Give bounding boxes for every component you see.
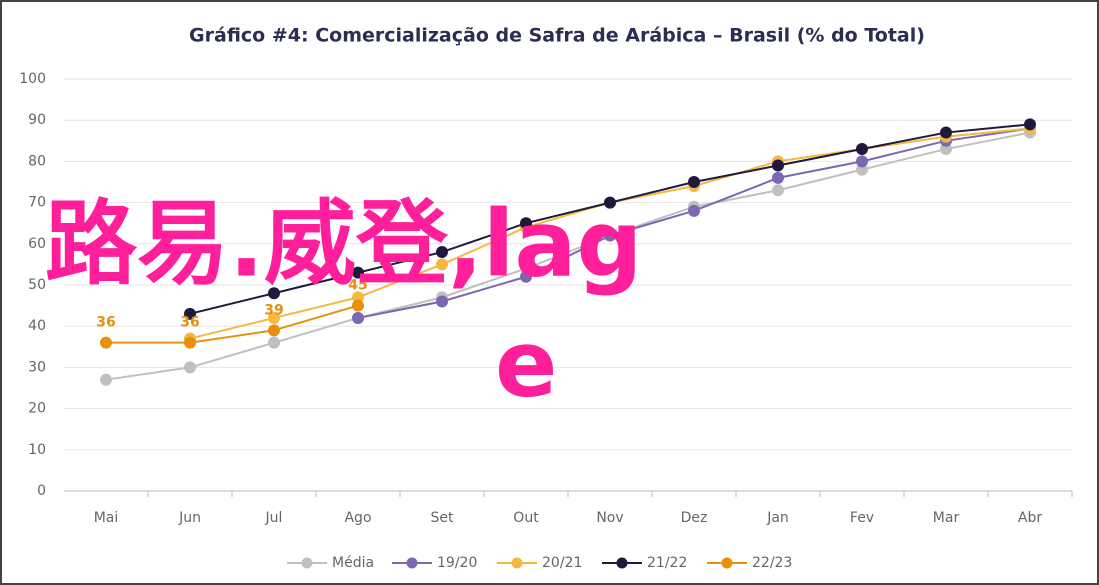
legend-marker bbox=[301, 557, 313, 569]
legend-label: 19/20 bbox=[437, 555, 477, 571]
y-tick-label: 40 bbox=[28, 318, 46, 334]
x-tick-label: Abr bbox=[1018, 510, 1042, 526]
y-tick-label: 90 bbox=[28, 112, 46, 128]
point bbox=[184, 307, 196, 320]
point bbox=[772, 184, 784, 197]
y-tick-label: 20 bbox=[28, 401, 46, 417]
point bbox=[352, 266, 364, 279]
point bbox=[436, 258, 448, 271]
point bbox=[268, 287, 280, 300]
point bbox=[520, 217, 532, 230]
x-tick-label: Mar bbox=[933, 510, 960, 526]
legend-marker bbox=[616, 557, 628, 569]
overlay-text: 路易.威登,lag bbox=[45, 190, 642, 297]
x-tick-label: Out bbox=[513, 510, 539, 526]
point bbox=[520, 270, 532, 283]
x-tick-label: Set bbox=[431, 510, 455, 526]
point bbox=[100, 336, 112, 349]
series-line bbox=[105, 131, 1031, 381]
point bbox=[436, 295, 448, 308]
data-label: 39 bbox=[264, 302, 283, 318]
legend-marker bbox=[511, 557, 523, 569]
x-tick-label: Jul bbox=[265, 510, 283, 526]
data-label: 36 bbox=[180, 315, 199, 331]
point bbox=[436, 246, 448, 259]
legend-marker bbox=[406, 557, 418, 569]
point bbox=[100, 373, 112, 386]
legend-marker bbox=[721, 557, 733, 569]
point bbox=[268, 324, 280, 337]
x-tick-label: Jan bbox=[766, 510, 789, 526]
point bbox=[352, 291, 364, 304]
point bbox=[604, 196, 616, 209]
point bbox=[604, 229, 616, 242]
y-tick-label: 100 bbox=[19, 71, 46, 87]
chart-title: Gráfico #4: Comercialização de Safra de … bbox=[189, 25, 925, 47]
point bbox=[184, 336, 196, 349]
point bbox=[688, 176, 700, 188]
x-tick-label: Jun bbox=[178, 510, 201, 526]
x-tick-label: Fev bbox=[850, 510, 874, 526]
x-tick-label: Mai bbox=[94, 510, 119, 526]
y-tick-label: 60 bbox=[28, 236, 46, 252]
legend-label: Média bbox=[332, 555, 374, 571]
point bbox=[856, 155, 868, 168]
data-label: 36 bbox=[96, 315, 115, 331]
series-line bbox=[106, 304, 359, 344]
legend-label: 22/23 bbox=[752, 555, 792, 571]
x-tick-label: Dez bbox=[681, 510, 708, 526]
point bbox=[772, 159, 784, 172]
x-tick-label: Ago bbox=[344, 510, 371, 526]
point bbox=[268, 336, 280, 349]
point bbox=[856, 163, 868, 176]
point bbox=[352, 311, 364, 324]
y-tick-label: 0 bbox=[37, 483, 46, 499]
y-tick-label: 10 bbox=[28, 442, 46, 458]
legend-label: 21/22 bbox=[647, 555, 687, 571]
point bbox=[520, 262, 532, 275]
point bbox=[352, 299, 364, 312]
point bbox=[940, 126, 952, 139]
y-tick-label: 80 bbox=[28, 153, 46, 169]
x-tick-label: Nov bbox=[596, 510, 623, 526]
point bbox=[856, 143, 868, 156]
overlay-text: e bbox=[495, 310, 557, 417]
point bbox=[940, 143, 952, 156]
y-tick-label: 70 bbox=[28, 195, 46, 211]
point bbox=[268, 311, 280, 324]
point bbox=[1024, 118, 1036, 131]
point bbox=[184, 361, 196, 374]
legend-label: 20/21 bbox=[542, 555, 582, 571]
point bbox=[772, 171, 784, 184]
y-tick-label: 50 bbox=[28, 277, 46, 293]
y-tick-label: 30 bbox=[28, 359, 46, 375]
point bbox=[688, 204, 700, 217]
data-label: 45 bbox=[348, 278, 367, 294]
